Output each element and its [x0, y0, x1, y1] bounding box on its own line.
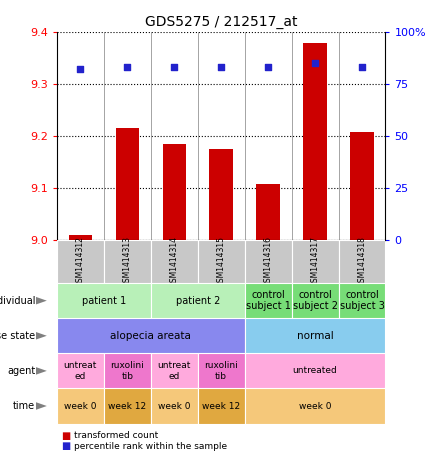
Bar [116, 128, 139, 240]
Text: week 0: week 0 [158, 401, 191, 410]
Text: untreat
ed: untreat ed [64, 361, 97, 381]
Text: patient 1: patient 1 [82, 296, 126, 306]
Bar [69, 235, 92, 240]
Bar [57, 240, 104, 283]
Text: patient 2: patient 2 [176, 296, 220, 306]
Bar [303, 43, 327, 240]
Title: GDS5275 / 212517_at: GDS5275 / 212517_at [145, 15, 297, 29]
Bar [245, 283, 292, 318]
Text: disease state: disease state [0, 331, 35, 341]
Point [311, 59, 318, 67]
Point [171, 63, 178, 71]
Text: GSM1414313: GSM1414313 [123, 236, 132, 287]
Text: GSM1414318: GSM1414318 [357, 236, 367, 287]
Bar [245, 240, 292, 283]
Point [218, 63, 225, 71]
Point [358, 63, 365, 71]
Bar [57, 318, 245, 353]
Text: week 0: week 0 [64, 401, 97, 410]
Bar [57, 283, 151, 318]
Bar [104, 388, 151, 424]
Text: GSM1414312: GSM1414312 [76, 236, 85, 287]
Text: ■: ■ [61, 441, 71, 451]
Text: control
subject 3: control subject 3 [339, 290, 385, 312]
Text: GSM1414317: GSM1414317 [311, 236, 320, 287]
Bar [245, 318, 385, 353]
Bar [151, 353, 198, 388]
Bar [339, 240, 385, 283]
Bar [151, 388, 198, 424]
Bar [245, 388, 385, 424]
Text: agent: agent [7, 366, 35, 376]
Text: normal: normal [297, 331, 333, 341]
Text: ■: ■ [61, 431, 71, 441]
Bar [245, 353, 385, 388]
Text: ruxolini
tib: ruxolini tib [204, 361, 238, 381]
Text: control
subject 2: control subject 2 [293, 290, 338, 312]
Bar [104, 353, 151, 388]
Bar [350, 132, 374, 240]
Bar [292, 283, 339, 318]
Text: untreat
ed: untreat ed [158, 361, 191, 381]
Text: untreated: untreated [293, 366, 337, 376]
Text: alopecia areata: alopecia areata [110, 331, 191, 341]
Bar [151, 240, 198, 283]
Text: week 0: week 0 [299, 401, 331, 410]
Text: transformed count: transformed count [74, 431, 159, 440]
Bar [256, 184, 280, 240]
Bar [57, 353, 104, 388]
Point [77, 66, 84, 73]
Bar [198, 388, 245, 424]
Polygon shape [36, 297, 47, 304]
Text: individual: individual [0, 296, 35, 306]
Polygon shape [36, 367, 47, 375]
Bar [292, 240, 339, 283]
Text: GSM1414315: GSM1414315 [217, 236, 226, 287]
Text: GSM1414316: GSM1414316 [264, 236, 272, 287]
Bar [104, 240, 151, 283]
Text: percentile rank within the sample: percentile rank within the sample [74, 442, 228, 451]
Text: week 12: week 12 [108, 401, 146, 410]
Text: control
subject 1: control subject 1 [246, 290, 290, 312]
Bar [339, 283, 385, 318]
Text: time: time [13, 401, 35, 411]
Bar [209, 149, 233, 240]
Text: ruxolini
tib: ruxolini tib [110, 361, 144, 381]
Bar [198, 353, 245, 388]
Polygon shape [36, 332, 47, 340]
Bar [162, 144, 186, 240]
Text: GSM1414314: GSM1414314 [170, 236, 179, 287]
Bar [198, 240, 245, 283]
Polygon shape [36, 402, 47, 410]
Point [265, 63, 272, 71]
Bar [151, 283, 245, 318]
Bar [57, 388, 104, 424]
Point [124, 63, 131, 71]
Text: week 12: week 12 [202, 401, 240, 410]
